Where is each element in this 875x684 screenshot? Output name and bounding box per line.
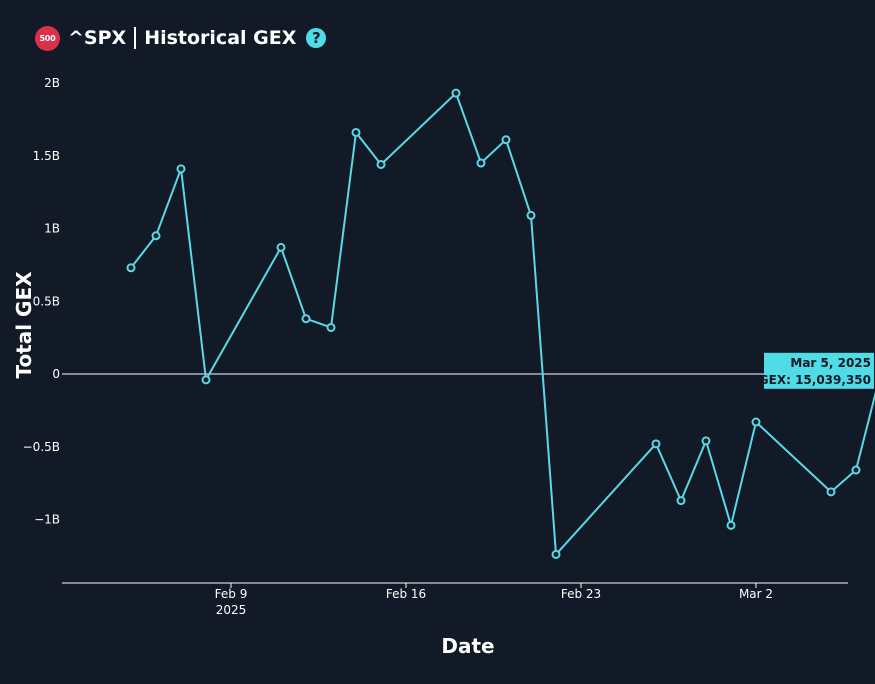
- data-point[interactable]: [651, 439, 661, 449]
- data-point[interactable]: [751, 417, 761, 427]
- data-point[interactable]: [726, 520, 736, 530]
- y-tick-label: 2B: [44, 76, 60, 90]
- data-point[interactable]: [351, 127, 361, 137]
- data-point[interactable]: [276, 242, 286, 252]
- tooltip-box: [764, 352, 874, 389]
- tooltip-date: Mar 5, 2025: [790, 356, 871, 370]
- x-tick-label: Mar 2: [739, 587, 773, 601]
- y-tick-label: 0: [52, 367, 60, 381]
- chart-title: Historical GEX: [144, 27, 297, 49]
- index-badge: 500: [35, 25, 60, 51]
- y-tick-label: 1.5B: [33, 149, 60, 163]
- y-tick-label: −1B: [34, 513, 60, 527]
- header-separator: [134, 27, 137, 49]
- data-point[interactable]: [551, 549, 561, 559]
- data-point[interactable]: [201, 375, 211, 385]
- data-point[interactable]: [501, 135, 511, 145]
- data-point[interactable]: [676, 496, 686, 506]
- data-point[interactable]: [151, 231, 161, 241]
- data-point[interactable]: [376, 159, 386, 169]
- question-circle-icon[interactable]: ?: [306, 28, 327, 48]
- y-tick-label: 1B: [44, 222, 60, 236]
- tooltip-value: GEX: 15,039,350: [759, 373, 871, 387]
- data-point[interactable]: [451, 88, 461, 98]
- data-point[interactable]: [701, 436, 711, 446]
- series-line: [130, 92, 875, 556]
- y-tick-label: −0.5B: [23, 440, 60, 454]
- data-point[interactable]: [476, 158, 486, 168]
- ticker-symbol: ^SPX: [68, 27, 127, 49]
- series-points: [126, 88, 861, 559]
- x-axis-title: Date: [441, 634, 494, 658]
- data-point[interactable]: [851, 465, 861, 475]
- y-axis-ticks: 2B 1.5B 1B 0.5B 0 −0.5B −1B: [23, 76, 60, 527]
- chart-header: 500 ^SPX Historical GEX ?: [35, 25, 327, 51]
- data-point[interactable]: [176, 164, 186, 174]
- data-point[interactable]: [526, 210, 536, 220]
- data-point[interactable]: [326, 322, 336, 332]
- data-point[interactable]: [126, 263, 136, 273]
- data-point[interactable]: [301, 314, 311, 324]
- x-tick-label: Feb 16: [386, 587, 426, 601]
- x-tick-sublabel: 2025: [216, 603, 247, 617]
- y-tick-label: 0.5B: [33, 294, 60, 308]
- data-point[interactable]: [826, 487, 836, 497]
- hover-tooltip: Mar 5, 2025 GEX: 15,039,350: [759, 352, 874, 389]
- x-tick-label: Feb 23: [561, 587, 601, 601]
- x-axis-ticks: Feb 9 2025 Feb 16 Feb 23 Mar 2: [215, 583, 773, 617]
- x-tick-label: Feb 9: [215, 587, 248, 601]
- y-axis-title: Total GEX: [12, 271, 36, 379]
